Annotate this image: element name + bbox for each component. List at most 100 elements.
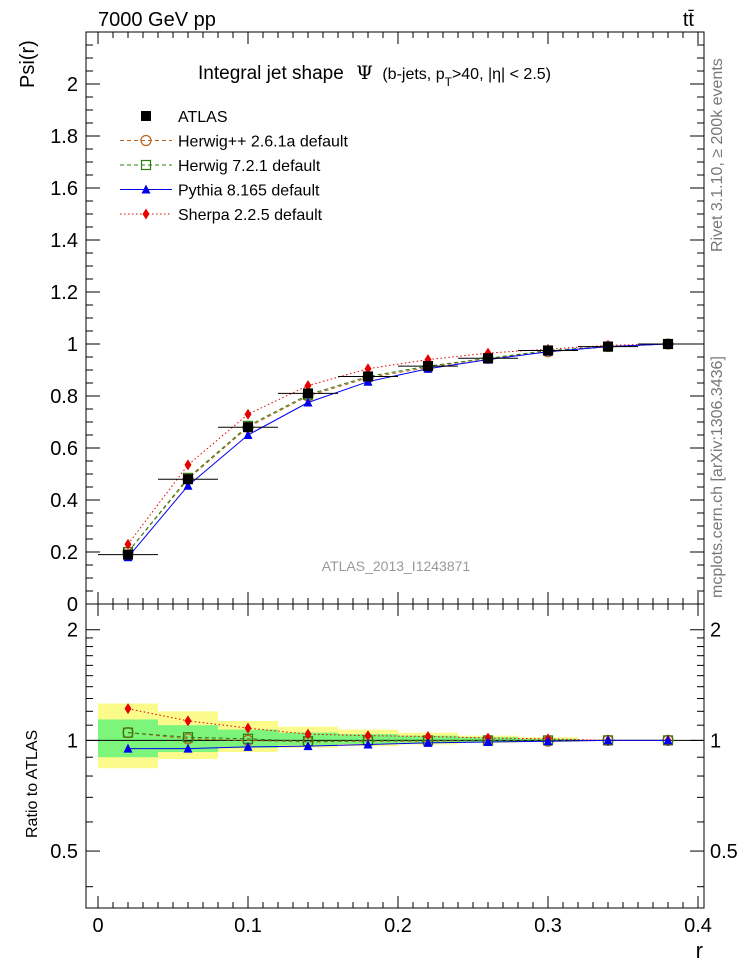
top-y-tick-label: 1.8	[50, 126, 78, 148]
ratio-y-tick-label-right: 0.5	[710, 841, 738, 863]
legend-marker-herwig7	[140, 159, 152, 171]
ratio-point-pythia	[663, 735, 673, 745]
top-y-tick-label: 0.8	[50, 386, 78, 408]
ratio-point-pythia	[543, 736, 553, 746]
plot-title-post: >40, |η| < 2.5)	[452, 66, 551, 83]
mcplots-label: mcplots.cern.ch [arXiv:1306.3436]	[709, 356, 726, 598]
top-y-tick-label: 1.2	[50, 282, 78, 304]
point-sherpa	[364, 363, 372, 375]
point-atlas	[483, 353, 493, 364]
top-y-tick-label: 1.4	[50, 230, 78, 252]
series-atlas	[98, 339, 698, 560]
legend-entry-herwigpp: Herwig++ 2.6.1a default	[120, 134, 348, 151]
point-atlas	[663, 339, 673, 349]
ratio-line-sherpa	[127, 708, 668, 741]
plot-title-main: Integral jet shape	[198, 63, 344, 84]
x-tick-label: 0	[92, 915, 103, 937]
line-herwigpp	[127, 343, 669, 553]
ratio-point-sherpa	[124, 703, 132, 715]
ratio-point-sherpa	[424, 730, 432, 742]
ratio-point-pythia	[243, 741, 253, 751]
legend-marker-sherpa	[142, 208, 150, 220]
ratio-point-pythia	[603, 735, 613, 745]
legend-label-herwigpp: Herwig++ 2.6.1a default	[178, 134, 348, 151]
y-axis-title-top: Psi(r)	[17, 40, 39, 88]
point-atlas	[123, 549, 133, 560]
line-pythia	[127, 343, 669, 558]
top-y-tick-label: 0.4	[50, 490, 78, 512]
ratio-frame	[85, 603, 705, 909]
point-atlas	[543, 345, 553, 356]
ratio-point-sherpa	[364, 730, 372, 742]
legend-marker-herwigpp	[140, 134, 152, 147]
analysis-watermark: ATLAS_2013_I1243871	[322, 558, 471, 574]
x-tick-label: 0.3	[534, 915, 562, 937]
plot-title-pre: (b-jets, p	[382, 66, 444, 83]
ratio-y-tick-label: 1	[67, 730, 78, 752]
plot-title: Integral jet shape Ψ (b-jets, pT>40, |η|…	[198, 62, 551, 89]
ratio-y-tick-label: 0.5	[50, 841, 78, 863]
ratio-point-pythia	[183, 743, 193, 753]
legend-entry-atlas: ATLAS	[141, 109, 228, 126]
ratio-y-tick-label-right: 2	[710, 620, 721, 642]
top-y-tick-label: 0.2	[50, 542, 78, 564]
point-atlas	[603, 341, 613, 352]
plot-title-sub: T	[445, 75, 453, 89]
ratio-point-herwig7	[122, 727, 134, 738]
ratio-y-tick-label-right: 1	[710, 730, 721, 752]
point-sherpa	[124, 538, 132, 550]
legend-entry-herwig7: Herwig 7.2.1 default	[120, 158, 321, 175]
point-atlas	[423, 361, 433, 372]
x-axis-title: r	[696, 938, 703, 963]
legend-marker-pythia	[141, 184, 151, 194]
legend-label-atlas: ATLAS	[178, 109, 228, 126]
rivet-version-label: Rivet 3.1.10, ≥ 200k events	[709, 58, 726, 252]
point-pythia	[243, 430, 253, 439]
ratio-point-pythia	[363, 739, 373, 749]
point-atlas	[363, 371, 373, 382]
legend-label-pythia: Pythia 8.165 default	[178, 183, 320, 200]
point-sherpa	[304, 380, 312, 392]
main-plot-panel: 0 0.2 0.4 0.6 0.8 1 1.2 1.4 1.6 1.8 2	[50, 31, 705, 616]
ratio-point-herwig7	[182, 732, 194, 743]
x-tick-label: 0.4	[684, 915, 712, 937]
legend-label-sherpa: Sherpa 2.2.5 default	[178, 207, 323, 224]
header-process: tt̄	[683, 9, 695, 31]
legend-entry-sherpa: Sherpa 2.2.5 default	[120, 207, 323, 224]
line-herwig7	[127, 343, 669, 553]
legend-label-herwig7: Herwig 7.2.1 default	[178, 158, 321, 175]
top-y-tick-label: 0.6	[50, 438, 78, 460]
plot-title-psi: Ψ	[356, 62, 373, 84]
ratio-series-pythia	[123, 735, 673, 753]
point-sherpa	[244, 408, 252, 420]
top-y-tick-label: 0	[67, 594, 78, 616]
y-axis-title-ratio: Ratio to ATLAS	[24, 730, 41, 838]
ratio-point-sherpa	[244, 722, 252, 734]
ratio-point-pythia	[483, 737, 493, 747]
point-pythia	[303, 397, 313, 407]
ratio-point-pythia	[423, 737, 433, 747]
top-y-tick-label: 2	[67, 74, 78, 96]
ratio-point-sherpa	[184, 715, 192, 727]
legend: ATLAS Herwig++ 2.6.1a default Herwig 7.2.1…	[120, 109, 348, 224]
point-atlas	[243, 422, 253, 433]
point-atlas	[303, 388, 313, 399]
ratio-plot-panel: 0.5 0.5 1 1 2 2 0 0.1 0.2 0.3 0.4	[50, 603, 738, 937]
x-tick-label: 0.1	[234, 915, 262, 937]
legend-entry-pythia: Pythia 8.165 default	[120, 183, 320, 200]
top-y-tick-label: 1	[67, 334, 78, 356]
header-energy: 7000 GeV pp	[98, 9, 216, 31]
point-atlas	[183, 474, 193, 485]
ratio-point-pythia	[303, 741, 313, 751]
legend-marker-atlas	[141, 111, 151, 121]
ratio-line-pythia	[128, 739, 668, 750]
x-tick-label: 0.2	[384, 915, 412, 937]
ratio-point-sherpa	[304, 728, 312, 740]
point-sherpa	[184, 459, 192, 471]
ratio-y-tick-label: 2	[67, 620, 78, 642]
top-y-tick-label: 1.6	[50, 178, 78, 200]
ratio-point-pythia	[123, 743, 133, 753]
point-pythia	[183, 480, 193, 490]
line-sherpa	[127, 343, 669, 545]
